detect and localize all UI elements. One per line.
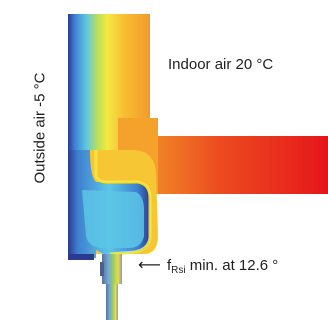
left-arrow-icon: ⟵ <box>138 257 161 274</box>
frsi-subscript: Rsi <box>171 265 186 276</box>
foot-column <box>102 254 122 284</box>
foot-edge <box>100 262 104 276</box>
floor-slab <box>132 136 328 194</box>
indoor-air-label: Indoor air 20 °C <box>168 56 274 73</box>
frsi-annotation: ⟵ fRsi min. at 12.6 ° <box>138 255 278 276</box>
frsi-symbol: f <box>166 257 172 274</box>
foot-column-lower <box>106 284 118 320</box>
frsi-text: min. at 12.6 ° <box>185 257 279 274</box>
base-bar <box>68 254 94 260</box>
base-core <box>82 190 144 248</box>
outside-air-label: Outside air -5 °C <box>31 72 49 184</box>
isotherm-line <box>94 150 152 256</box>
